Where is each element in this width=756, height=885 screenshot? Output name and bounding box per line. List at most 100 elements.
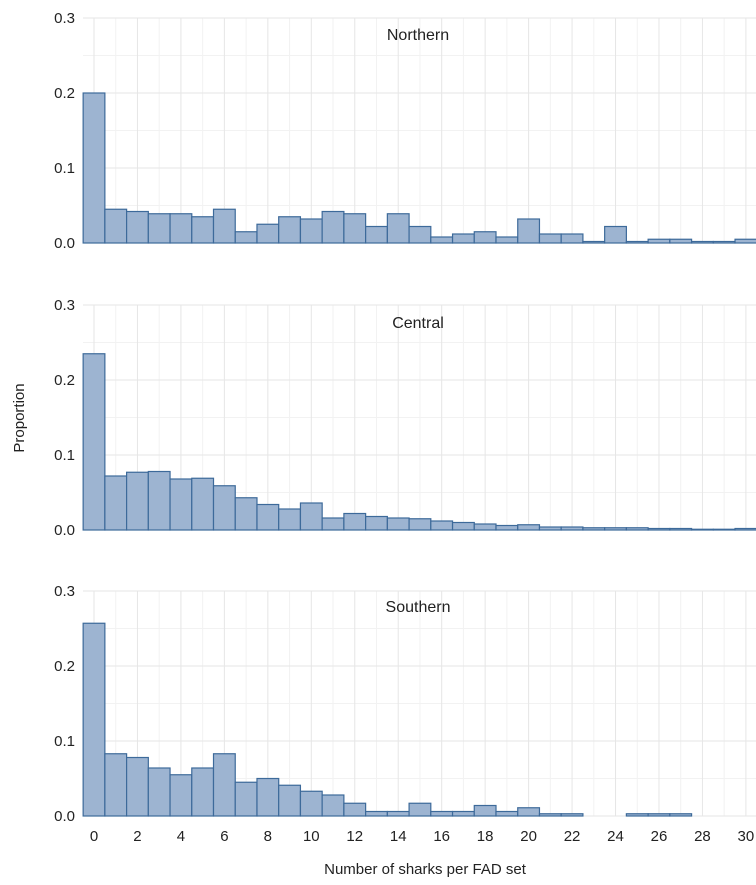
bar	[734, 527, 756, 531]
bar	[647, 813, 671, 817]
panel-title: Central	[392, 315, 444, 332]
bar	[473, 523, 497, 531]
bar	[625, 240, 649, 244]
bar	[343, 512, 367, 531]
bar	[365, 225, 388, 244]
bar	[430, 236, 454, 244]
y-tick-label: 0.2	[54, 85, 75, 102]
y-tick-label: 0.1	[54, 447, 75, 464]
y-tick-label: 0.3	[54, 583, 75, 600]
bar	[538, 526, 562, 531]
bar	[451, 810, 475, 817]
bar	[560, 233, 584, 244]
panel-title: Southern	[386, 599, 451, 616]
bar	[104, 208, 128, 244]
bar	[169, 774, 193, 817]
x-tick-label: 26	[651, 828, 668, 845]
bar	[386, 810, 410, 817]
bar	[365, 810, 388, 817]
bar	[278, 508, 302, 531]
bar	[690, 240, 714, 244]
y-tick-label: 0.2	[54, 658, 75, 675]
x-tick-label: 2	[133, 828, 141, 845]
x-tick-label: 8	[264, 828, 272, 845]
bar	[430, 810, 454, 817]
bar	[560, 526, 584, 531]
bar	[517, 807, 541, 817]
x-tick-label: 16	[433, 828, 450, 845]
bar	[560, 813, 584, 817]
bar	[125, 471, 149, 531]
bar	[147, 213, 171, 244]
bar	[212, 208, 236, 244]
bar	[473, 231, 497, 244]
bar	[647, 238, 671, 244]
bar	[321, 210, 345, 244]
y-tick-label: 0.0	[54, 522, 75, 539]
bar	[712, 528, 736, 531]
x-tick-label: 10	[303, 828, 320, 845]
y-tick-label: 0.3	[54, 10, 75, 27]
bar	[256, 503, 280, 531]
bar	[386, 517, 410, 531]
x-axis-label: Number of sharks per FAD set	[324, 861, 527, 878]
bar	[604, 527, 627, 531]
bar	[430, 520, 454, 531]
x-tick-label: 28	[694, 828, 711, 845]
bar	[690, 528, 714, 531]
bar	[647, 527, 671, 531]
bar	[191, 477, 215, 531]
bar	[538, 233, 562, 244]
bar	[82, 92, 106, 244]
bar	[712, 240, 736, 244]
bar	[473, 804, 497, 817]
bar	[408, 225, 432, 244]
x-tick-label: 24	[607, 828, 624, 845]
bar	[669, 527, 693, 531]
bar	[147, 470, 171, 531]
bar	[495, 236, 519, 244]
bar	[495, 810, 519, 817]
bar	[299, 218, 323, 244]
x-tick-label: 12	[346, 828, 363, 845]
x-tick-label: 14	[390, 828, 407, 845]
y-axis-label: Proportion	[11, 383, 28, 452]
bar	[321, 794, 345, 817]
bar	[343, 213, 367, 244]
bar	[278, 784, 302, 817]
bar	[125, 756, 149, 817]
bar	[212, 753, 236, 817]
y-tick-label: 0.1	[54, 733, 75, 750]
bar	[234, 781, 258, 817]
bar	[82, 622, 106, 817]
bar	[104, 753, 128, 817]
bar	[147, 767, 171, 817]
panel-northern: 0.0 0.1 0.2 0.3 Northern	[54, 10, 756, 252]
y-tick-label: 0.3	[54, 297, 75, 314]
panel-southern: 0.0 0.1 0.2 0.3 Southern	[54, 583, 756, 825]
bar	[604, 225, 627, 244]
bar	[669, 813, 693, 817]
y-tick-label: 0.1	[54, 160, 75, 177]
bar	[365, 515, 388, 531]
bar	[212, 485, 236, 531]
y-tick-label: 0.2	[54, 372, 75, 389]
bar	[321, 517, 345, 531]
panel-title: Northern	[387, 27, 449, 44]
bar	[191, 216, 215, 244]
bar	[191, 767, 215, 817]
bar	[625, 813, 649, 817]
bar	[408, 802, 432, 817]
bar	[408, 518, 432, 531]
bar	[625, 527, 649, 531]
bar	[256, 223, 280, 244]
x-tick-label: 30	[738, 828, 755, 845]
bar	[734, 238, 756, 244]
bar	[125, 210, 149, 244]
bar	[234, 497, 258, 531]
bar	[451, 233, 475, 244]
bar	[582, 527, 606, 531]
bar	[495, 524, 519, 531]
x-tick-label: 22	[564, 828, 581, 845]
